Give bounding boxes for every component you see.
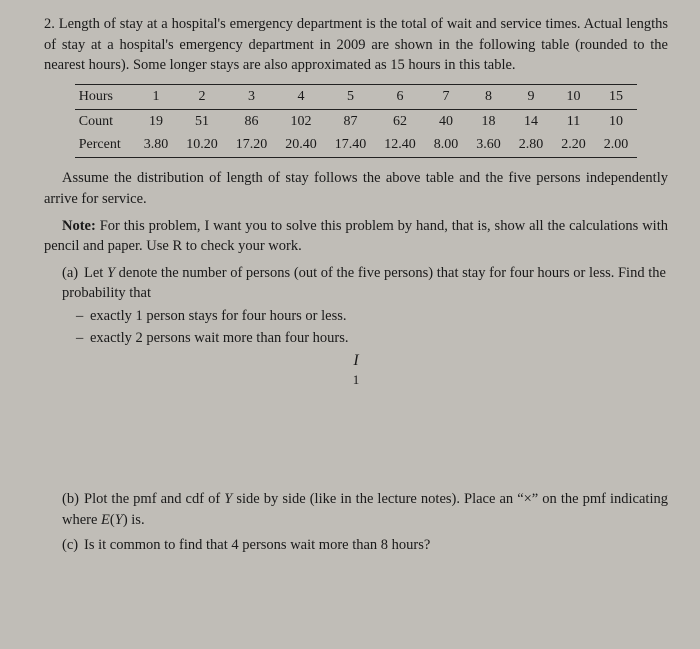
part-a-item-1: –exactly 1 person stays for four hours o… [90, 306, 668, 327]
table-row: Percent 3.80 10.20 17.20 20.40 17.40 12.… [75, 133, 637, 157]
cell: 2.20 [552, 133, 595, 157]
stray-mark: I [44, 353, 668, 369]
cell: 2.00 [595, 133, 638, 157]
question-number: 2. [44, 16, 55, 32]
cell: 87 [326, 109, 376, 133]
note-label: Note: [62, 218, 96, 234]
cell: 12.40 [375, 133, 425, 157]
cell: 7 [425, 84, 468, 109]
part-c-label: (c) [62, 535, 84, 556]
cell: 102 [276, 109, 326, 133]
cell: 17.40 [326, 133, 376, 157]
cell: 17.20 [227, 133, 277, 157]
dash-icon: – [76, 328, 90, 349]
cell: 8.00 [425, 133, 468, 157]
part-b-text: Plot the pmf and cdf of Y side by side (… [62, 491, 668, 528]
question-stem-text: Length of stay at a hospital's emergency… [44, 16, 668, 73]
part-a-item-1-text: exactly 1 person stays for four hours or… [90, 308, 347, 324]
cell: 9 [510, 84, 553, 109]
cell: 51 [177, 109, 227, 133]
question-stem: 2. Length of stay at a hospital's emerge… [44, 14, 668, 76]
cell: 10 [595, 109, 638, 133]
cell: 15 [595, 84, 638, 109]
cell: 8 [467, 84, 510, 109]
cell: 19 [135, 109, 178, 133]
part-a-item-2: –exactly 2 persons wait more than four h… [90, 328, 668, 349]
cell: 2 [177, 84, 227, 109]
part-a: (a)Let Y denote the number of persons (o… [62, 263, 668, 304]
cell: 62 [375, 109, 425, 133]
note-para: Note: For this problem, I want you to so… [44, 216, 668, 257]
row-label: Count [75, 109, 135, 133]
cell: 4 [276, 84, 326, 109]
table-row: Hours 1 2 3 4 5 6 7 8 9 10 15 [75, 84, 637, 109]
part-c-text: Is it common to find that 4 persons wait… [84, 537, 430, 553]
part-a-text: Let Y denote the number of persons (out … [62, 265, 666, 302]
cell: 3.60 [467, 133, 510, 157]
cell: 6 [375, 84, 425, 109]
table-row: Count 19 51 86 102 87 62 40 18 14 11 10 [75, 109, 637, 133]
cell: 3 [227, 84, 277, 109]
cell: 11 [552, 109, 595, 133]
cell: 86 [227, 109, 277, 133]
row-label: Percent [75, 133, 135, 157]
cell: 14 [510, 109, 553, 133]
cell: 3.80 [135, 133, 178, 157]
part-b: (b)Plot the pmf and cdf of Y side by sid… [62, 489, 668, 530]
assumption-text: Assume the distribution of length of sta… [44, 168, 668, 209]
cell: 1 [135, 84, 178, 109]
part-c: (c)Is it common to find that 4 persons w… [62, 535, 668, 556]
cell: 20.40 [276, 133, 326, 157]
question-page: 2. Length of stay at a hospital's emerge… [0, 0, 700, 567]
note-text: For this problem, I want you to solve th… [44, 218, 668, 255]
cell: 40 [425, 109, 468, 133]
row-label: Hours [75, 84, 135, 109]
cell: 10.20 [177, 133, 227, 157]
part-a-item-2-text: exactly 2 persons wait more than four ho… [90, 330, 349, 346]
dash-icon: – [76, 306, 90, 327]
cell: 18 [467, 109, 510, 133]
cell: 10 [552, 84, 595, 109]
cell: 2.80 [510, 133, 553, 157]
stray-mark-sub: 1 [44, 371, 668, 389]
cell: 5 [326, 84, 376, 109]
part-a-label: (a) [62, 263, 84, 284]
part-b-label: (b) [62, 489, 84, 510]
data-table: Hours 1 2 3 4 5 6 7 8 9 10 15 Count 19 5… [75, 84, 637, 159]
